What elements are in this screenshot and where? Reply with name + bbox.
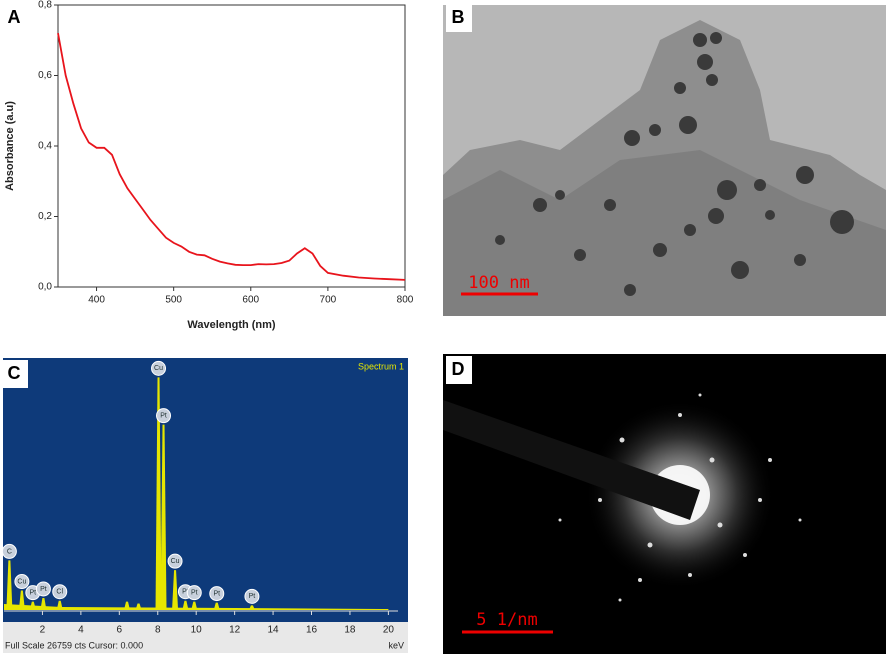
x-tick-label: 10: [191, 625, 203, 636]
peak-label: Cu: [154, 365, 163, 372]
x-tick-label: 4: [78, 625, 84, 636]
peak-label: Pt: [40, 586, 47, 593]
spectrum-peak: [160, 424, 167, 610]
panel-letter-box: [2, 4, 28, 32]
x-tick-label: 500: [165, 295, 182, 306]
peak-label-badge: [244, 588, 260, 604]
x-tick-label: 6: [117, 625, 123, 636]
spectrum-peak: [56, 600, 63, 610]
panel-letter-box: [2, 360, 28, 388]
x-tick-label: 2: [40, 625, 46, 636]
peak-label-badge: [14, 574, 30, 590]
panel-letter: A: [8, 7, 21, 27]
spectrum-peak: [182, 600, 189, 610]
y-axis-title: Absorbance (a.u): [4, 101, 16, 191]
x-tick-label: 400: [88, 295, 105, 306]
peak-label-badge: [151, 360, 167, 376]
spectrum-peak: [248, 605, 255, 610]
spectrum-peak: [6, 560, 13, 610]
x-tick-label: 8: [155, 625, 161, 636]
x-tick-label: 14: [268, 625, 280, 636]
spectrum-title: Spectrum 1: [358, 361, 404, 371]
spectrum-peak: [135, 603, 142, 610]
spectrum-footer-bar: [3, 622, 408, 653]
x-axis-unit: keV: [388, 640, 404, 650]
peak-label-badge: [52, 584, 68, 600]
peak-label-badge: [1, 543, 17, 559]
panel-letter: C: [8, 363, 21, 383]
peak-label-badge: [209, 586, 225, 602]
absorbance-line: [57, 33, 406, 281]
scale-bar-label: 100 nm: [468, 273, 529, 293]
panel-letter: D: [452, 359, 465, 379]
spectrum-baseline: [4, 604, 389, 610]
spectrum-peak: [191, 601, 198, 610]
peak-label: C: [7, 548, 12, 555]
x-axis-title: Wavelength (nm): [187, 319, 276, 331]
peak-label: Pt: [30, 590, 37, 597]
peak-label-badge: [186, 585, 202, 601]
spectrum-peak: [29, 601, 36, 610]
y-tick-label: 0,0: [38, 282, 52, 293]
y-tick-label: 0,4: [38, 141, 52, 152]
x-tick-label: 16: [306, 625, 318, 636]
panel-letter: B: [452, 7, 465, 27]
peak-label-badge: [167, 553, 183, 569]
x-tick-label: 800: [397, 295, 414, 306]
spectrum-footer: Full Scale 26759 cts Cursor: 0.000: [5, 640, 143, 650]
peak-label: Pt: [213, 590, 220, 597]
peak-label-badge: [156, 408, 172, 424]
spectrum-peak: [172, 570, 179, 610]
peak-label: Pt: [160, 412, 167, 419]
x-tick-label: 20: [383, 625, 395, 636]
panel-letter-box: [446, 4, 472, 32]
peak-label: Pt: [249, 593, 256, 600]
spectrum-peak: [155, 377, 162, 610]
scale-bar-label: 5 1/nm: [476, 610, 537, 630]
peak-label: Cu: [171, 558, 180, 565]
peak-label-badge: [35, 581, 51, 597]
spectrum-peak: [40, 597, 47, 610]
tem-image: [443, 5, 886, 316]
x-tick-label: 600: [242, 295, 259, 306]
spectrum-background: [3, 358, 408, 653]
peak-label: Cl: [56, 589, 63, 596]
y-tick-label: 0,2: [38, 211, 52, 222]
spectrum-peak: [18, 590, 25, 610]
y-tick-label: 0,6: [38, 70, 52, 81]
panel-letter-box: [446, 356, 472, 384]
spectrum-peak: [124, 601, 131, 610]
x-tick-label: 18: [344, 625, 356, 636]
peak-label: Cu: [17, 578, 26, 585]
peak-label: Pt: [182, 589, 189, 596]
spectrum-peak: [213, 602, 220, 610]
x-tick-label: 12: [229, 625, 241, 636]
plot-frame: [57, 4, 406, 288]
diffraction-image: [443, 354, 886, 654]
x-tick-label: 700: [320, 295, 337, 306]
peak-label: Pt: [191, 590, 198, 597]
y-tick-label: 0,8: [38, 0, 52, 11]
